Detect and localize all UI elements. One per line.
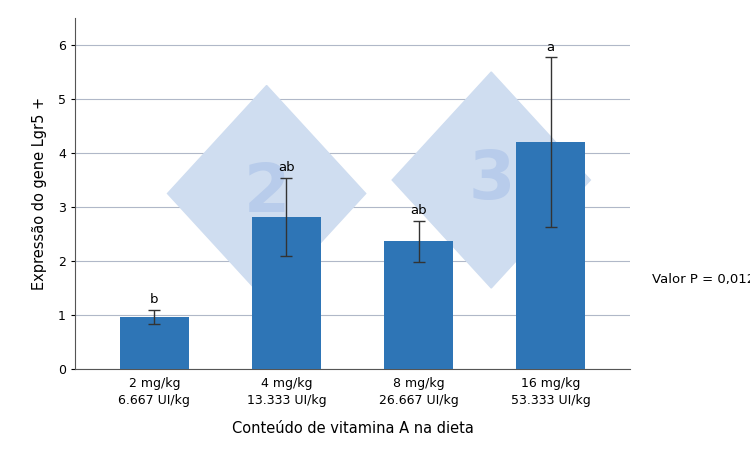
Y-axis label: Expressão do gene Lgr5 +: Expressão do gene Lgr5 + xyxy=(32,97,46,290)
Bar xyxy=(120,317,189,369)
Text: b: b xyxy=(150,293,158,306)
Text: ab: ab xyxy=(410,204,427,217)
Bar xyxy=(384,241,453,369)
Text: Valor P = 0,012: Valor P = 0,012 xyxy=(652,273,750,285)
Text: 2: 2 xyxy=(244,161,290,226)
Bar xyxy=(252,217,321,369)
Text: a: a xyxy=(547,40,555,54)
Polygon shape xyxy=(167,86,366,302)
Polygon shape xyxy=(392,72,590,288)
Text: 3: 3 xyxy=(468,147,514,213)
X-axis label: Conteúdo de vitamina A na dieta: Conteúdo de vitamina A na dieta xyxy=(232,421,473,436)
Bar xyxy=(516,142,585,369)
Text: ab: ab xyxy=(278,161,295,174)
